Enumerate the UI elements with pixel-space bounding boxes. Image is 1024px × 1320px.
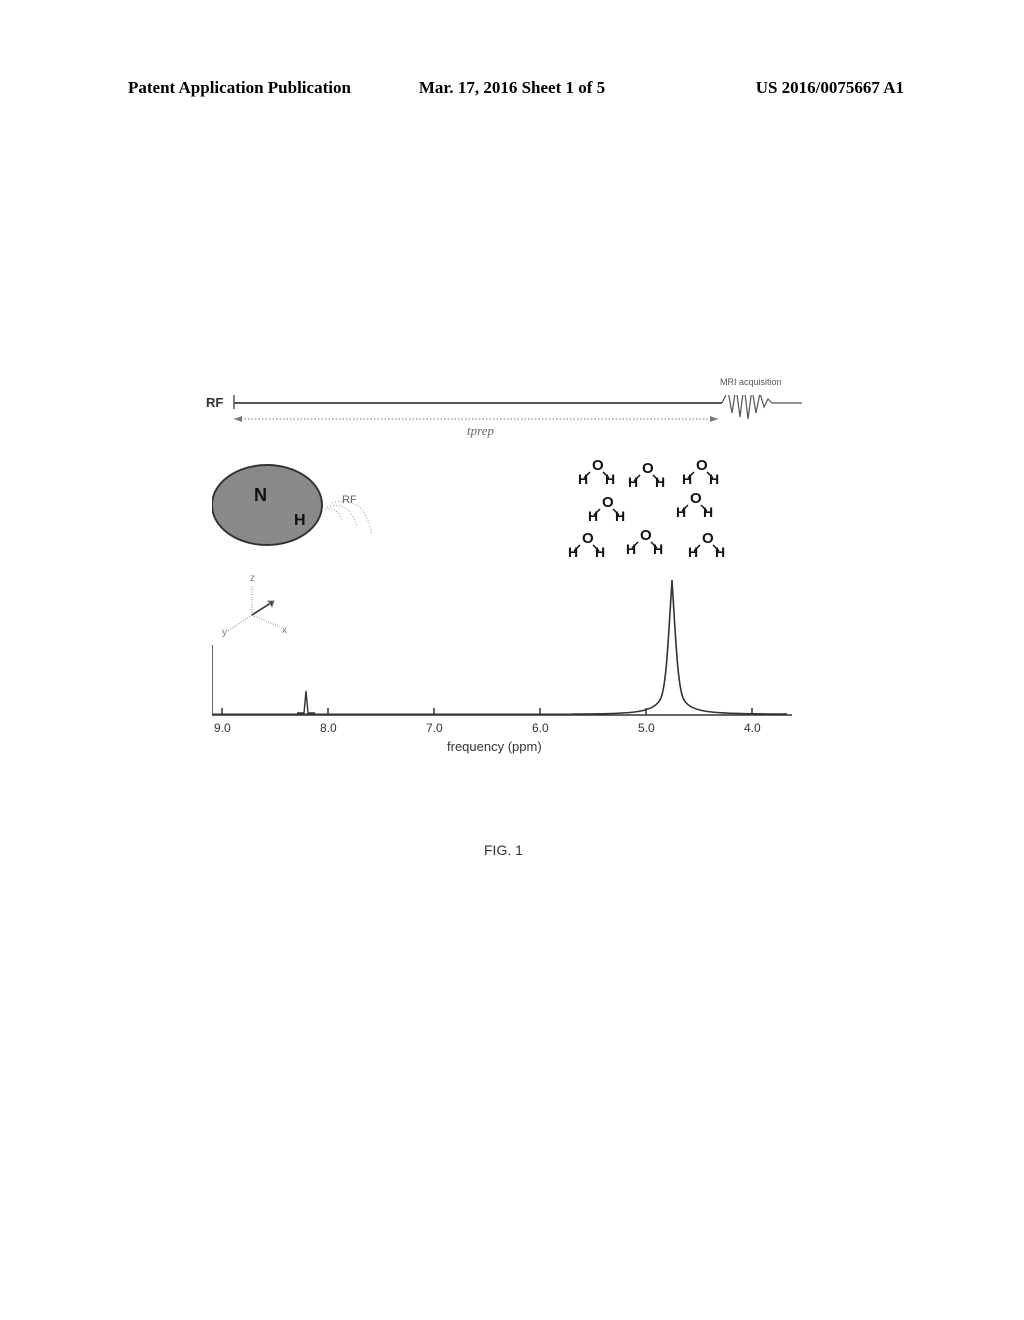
figure-1: RF MRI acquisition N H RF xyxy=(212,395,812,795)
x-axis-label: frequency (ppm) xyxy=(447,739,542,754)
svg-text:H: H xyxy=(715,544,725,560)
svg-text:H: H xyxy=(568,544,578,560)
svg-text:H: H xyxy=(605,471,615,487)
svg-text:H: H xyxy=(595,544,605,560)
svg-text:H: H xyxy=(703,504,713,520)
tick-7: 7.0 xyxy=(426,721,443,735)
water-cluster-svg: OHHOHHOHHOHHOHHOHHOHHOHH xyxy=(212,395,812,795)
svg-text:H: H xyxy=(688,544,698,560)
svg-text:H: H xyxy=(682,471,692,487)
svg-text:O: O xyxy=(696,457,708,474)
svg-text:H: H xyxy=(655,474,665,490)
svg-text:H: H xyxy=(626,541,636,557)
svg-text:O: O xyxy=(702,530,714,547)
tick-6: 6.0 xyxy=(532,721,549,735)
page-header: Patent Application Publication Mar. 17, … xyxy=(0,78,1024,98)
svg-text:O: O xyxy=(582,530,594,547)
figure-caption: FIG. 1 xyxy=(484,842,523,858)
svg-text:O: O xyxy=(640,527,652,544)
svg-text:O: O xyxy=(690,490,702,507)
svg-text:H: H xyxy=(588,508,598,524)
tick-4: 4.0 xyxy=(744,721,761,735)
svg-text:O: O xyxy=(592,457,604,474)
header-center: Mar. 17, 2016 Sheet 1 of 5 xyxy=(419,78,605,98)
svg-text:H: H xyxy=(653,541,663,557)
header-right: US 2016/0075667 A1 xyxy=(756,78,904,98)
mri-acquisition-label: MRI acquisition xyxy=(720,377,782,387)
svg-text:O: O xyxy=(642,460,654,477)
svg-text:O: O xyxy=(602,494,614,511)
svg-text:H: H xyxy=(676,504,686,520)
svg-text:H: H xyxy=(615,508,625,524)
svg-text:H: H xyxy=(709,471,719,487)
tick-8: 8.0 xyxy=(320,721,337,735)
tick-9: 9.0 xyxy=(214,721,231,735)
tick-5: 5.0 xyxy=(638,721,655,735)
header-left: Patent Application Publication xyxy=(128,78,351,98)
svg-text:H: H xyxy=(578,471,588,487)
svg-text:H: H xyxy=(628,474,638,490)
